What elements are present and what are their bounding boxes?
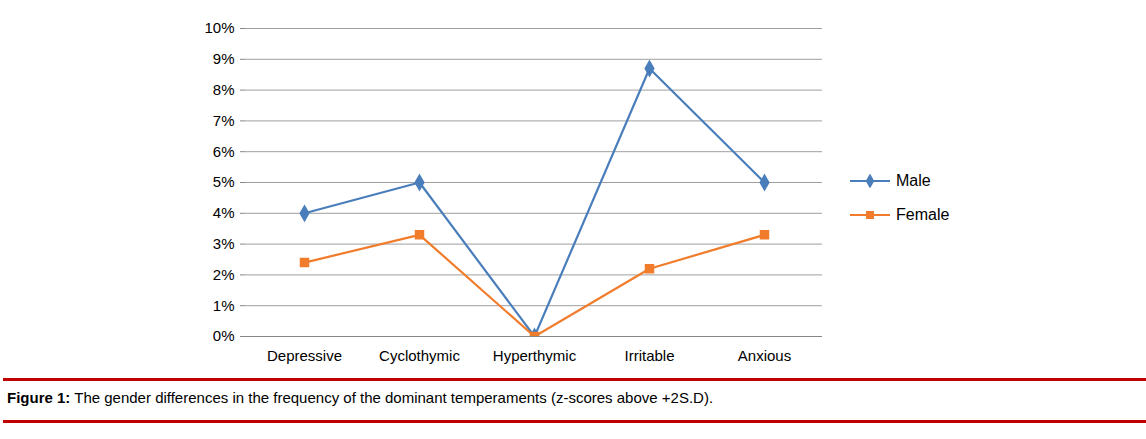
svg-text:7%: 7% xyxy=(213,112,235,129)
svg-text:1%: 1% xyxy=(213,297,235,314)
html-text:Female: Female xyxy=(896,206,950,223)
svg-text:4%: 4% xyxy=(213,204,235,221)
svg-text:9%: 9% xyxy=(213,50,235,67)
svg-text:3%: 3% xyxy=(213,235,235,252)
svg-text:Irritable: Irritable xyxy=(624,347,674,364)
svg-text:Anxious: Anxious xyxy=(738,347,791,364)
svg-text:Hyperthymic: Hyperthymic xyxy=(493,347,577,364)
html-text:Male: Male xyxy=(896,172,931,189)
svg-text:6%: 6% xyxy=(213,143,235,160)
svg-text:Cyclothymic: Cyclothymic xyxy=(379,347,460,364)
svg-text:0%: 0% xyxy=(213,327,235,344)
html-text:Figure 1: The gender differenc: Figure 1: The gender differences in the … xyxy=(7,389,714,406)
svg-text:5%: 5% xyxy=(213,173,235,190)
svg-text:10%: 10% xyxy=(204,19,234,36)
svg-text:2%: 2% xyxy=(213,266,235,283)
svg-text:8%: 8% xyxy=(213,81,235,98)
svg-text:Depressive: Depressive xyxy=(267,347,342,364)
